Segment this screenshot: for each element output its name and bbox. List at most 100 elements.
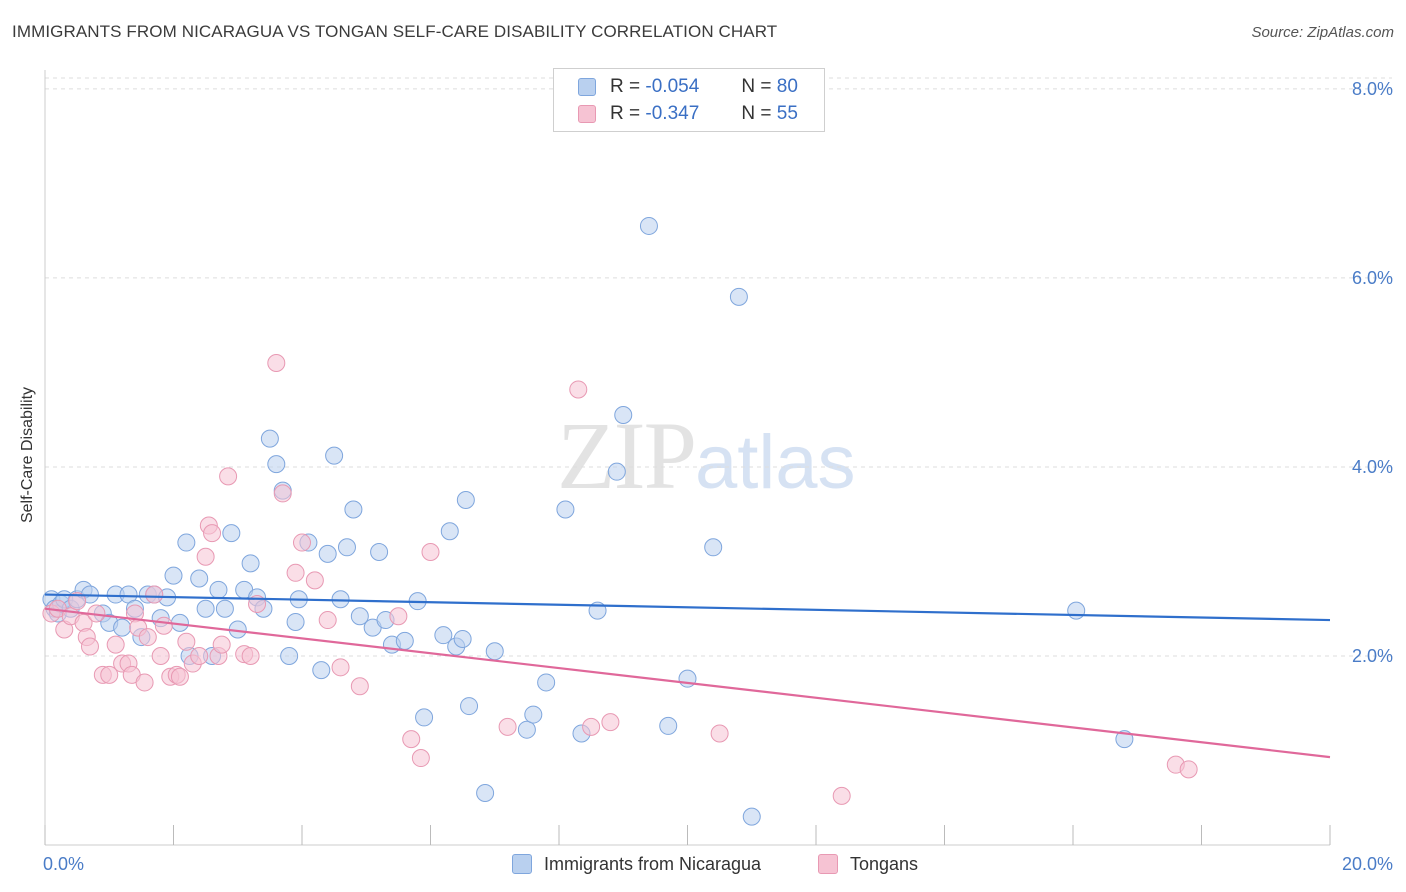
r-label: R = — [610, 76, 641, 97]
point-tongans — [411, 749, 430, 768]
point-nicaragua — [460, 697, 479, 716]
point-nicaragua — [742, 807, 761, 826]
point-tongans — [106, 635, 125, 654]
point-tongans — [212, 635, 231, 654]
point-nicaragua — [344, 500, 363, 519]
point-nicaragua — [729, 287, 748, 306]
y-tick-label: 4.0% — [1352, 457, 1393, 477]
legend-swatch-pink — [818, 854, 838, 874]
point-tongans — [203, 524, 222, 543]
point-tongans — [286, 563, 305, 582]
legend-swatch-pink — [578, 105, 596, 123]
legend-swatch-blue — [512, 854, 532, 874]
point-tongans — [305, 571, 324, 590]
point-tongans — [154, 616, 173, 635]
point-nicaragua — [196, 599, 215, 618]
point-nicaragua — [280, 646, 299, 665]
legend-swatch-blue — [578, 78, 596, 96]
point-nicaragua — [434, 626, 453, 645]
point-tongans — [68, 592, 87, 611]
legend-row-nicaragua: R = -0.054 N = 80 — [554, 74, 798, 100]
n-value: 80 — [776, 76, 798, 97]
point-tongans — [402, 730, 421, 749]
legend-item-nicaragua[interactable]: Immigrants from Nicaragua — [512, 852, 761, 876]
point-tongans — [170, 667, 189, 686]
legend-item-tongans[interactable]: Tongans — [818, 852, 918, 876]
y-tick-label: 2.0% — [1352, 646, 1393, 666]
point-tongans — [331, 658, 350, 677]
point-tongans — [421, 543, 440, 562]
point-nicaragua — [614, 405, 633, 424]
point-nicaragua — [704, 538, 723, 557]
legend-label-tongans: Tongans — [850, 853, 919, 874]
legend-row-tongans: R = -0.347 N = 55 — [554, 101, 798, 127]
point-nicaragua — [476, 784, 495, 803]
point-tongans — [832, 786, 851, 805]
point-nicaragua — [312, 661, 331, 680]
point-tongans — [241, 646, 260, 665]
point-tongans — [100, 665, 119, 684]
point-nicaragua — [659, 716, 678, 735]
r-value: -0.347 — [645, 103, 700, 124]
point-nicaragua — [222, 524, 241, 543]
point-tongans — [1179, 760, 1198, 779]
point-nicaragua — [113, 618, 132, 637]
y-tick-label: 6.0% — [1352, 268, 1393, 288]
point-nicaragua — [177, 533, 196, 552]
correlation-legend: R = -0.054 N = 80 R = -0.347 N = 55 — [553, 68, 825, 132]
x-tick-label: 20.0% — [1342, 854, 1393, 874]
point-nicaragua — [456, 491, 475, 510]
point-nicaragua — [517, 720, 536, 739]
point-tongans — [190, 646, 209, 665]
point-nicaragua — [370, 543, 389, 562]
point-tongans — [350, 677, 369, 696]
r-label: R = — [610, 103, 641, 124]
point-nicaragua — [241, 554, 260, 573]
point-tongans — [267, 353, 286, 372]
point-nicaragua — [164, 566, 183, 585]
point-nicaragua — [524, 705, 543, 724]
point-nicaragua — [286, 612, 305, 631]
source-label: Source: ZipAtlas.com — [1251, 24, 1394, 41]
n-label: N = — [741, 103, 772, 124]
point-tongans — [196, 547, 215, 566]
legend-label-nicaragua: Immigrants from Nicaragua — [544, 853, 762, 874]
point-tongans — [151, 646, 170, 665]
chart-title: IMMIGRANTS FROM NICARAGUA VS TONGAN SELF… — [12, 22, 778, 41]
n-label: N = — [741, 76, 772, 97]
point-nicaragua — [209, 580, 228, 599]
point-tongans — [177, 632, 196, 651]
point-nicaragua — [415, 708, 434, 727]
point-nicaragua — [350, 607, 369, 626]
point-nicaragua — [395, 631, 414, 650]
point-tongans — [145, 585, 164, 604]
point-tongans — [138, 628, 157, 647]
point-tongans — [710, 724, 729, 743]
point-tongans — [293, 533, 311, 552]
point-nicaragua — [639, 216, 658, 235]
point-tongans — [601, 713, 620, 732]
r-value: -0.054 — [645, 76, 700, 97]
point-nicaragua — [607, 462, 626, 481]
watermark-atlas: atlas — [695, 420, 856, 505]
point-tongans — [498, 717, 517, 736]
point-tongans — [135, 673, 154, 692]
y-tick-label: 8.0% — [1352, 79, 1393, 99]
trendline-tongans — [44, 607, 1331, 759]
x-tick-label: 0.0% — [43, 854, 84, 874]
point-nicaragua — [267, 455, 286, 474]
point-nicaragua — [325, 446, 344, 465]
point-nicaragua — [318, 544, 337, 563]
point-tongans — [273, 484, 292, 503]
point-nicaragua — [556, 500, 575, 519]
point-tongans — [569, 380, 588, 399]
point-nicaragua — [453, 629, 472, 648]
point-nicaragua — [485, 642, 504, 661]
point-nicaragua — [537, 673, 556, 692]
point-tongans — [219, 467, 238, 486]
point-tongans — [582, 717, 601, 736]
point-nicaragua — [260, 429, 279, 448]
trendline-nicaragua — [44, 593, 1331, 622]
point-tongans — [80, 637, 99, 656]
